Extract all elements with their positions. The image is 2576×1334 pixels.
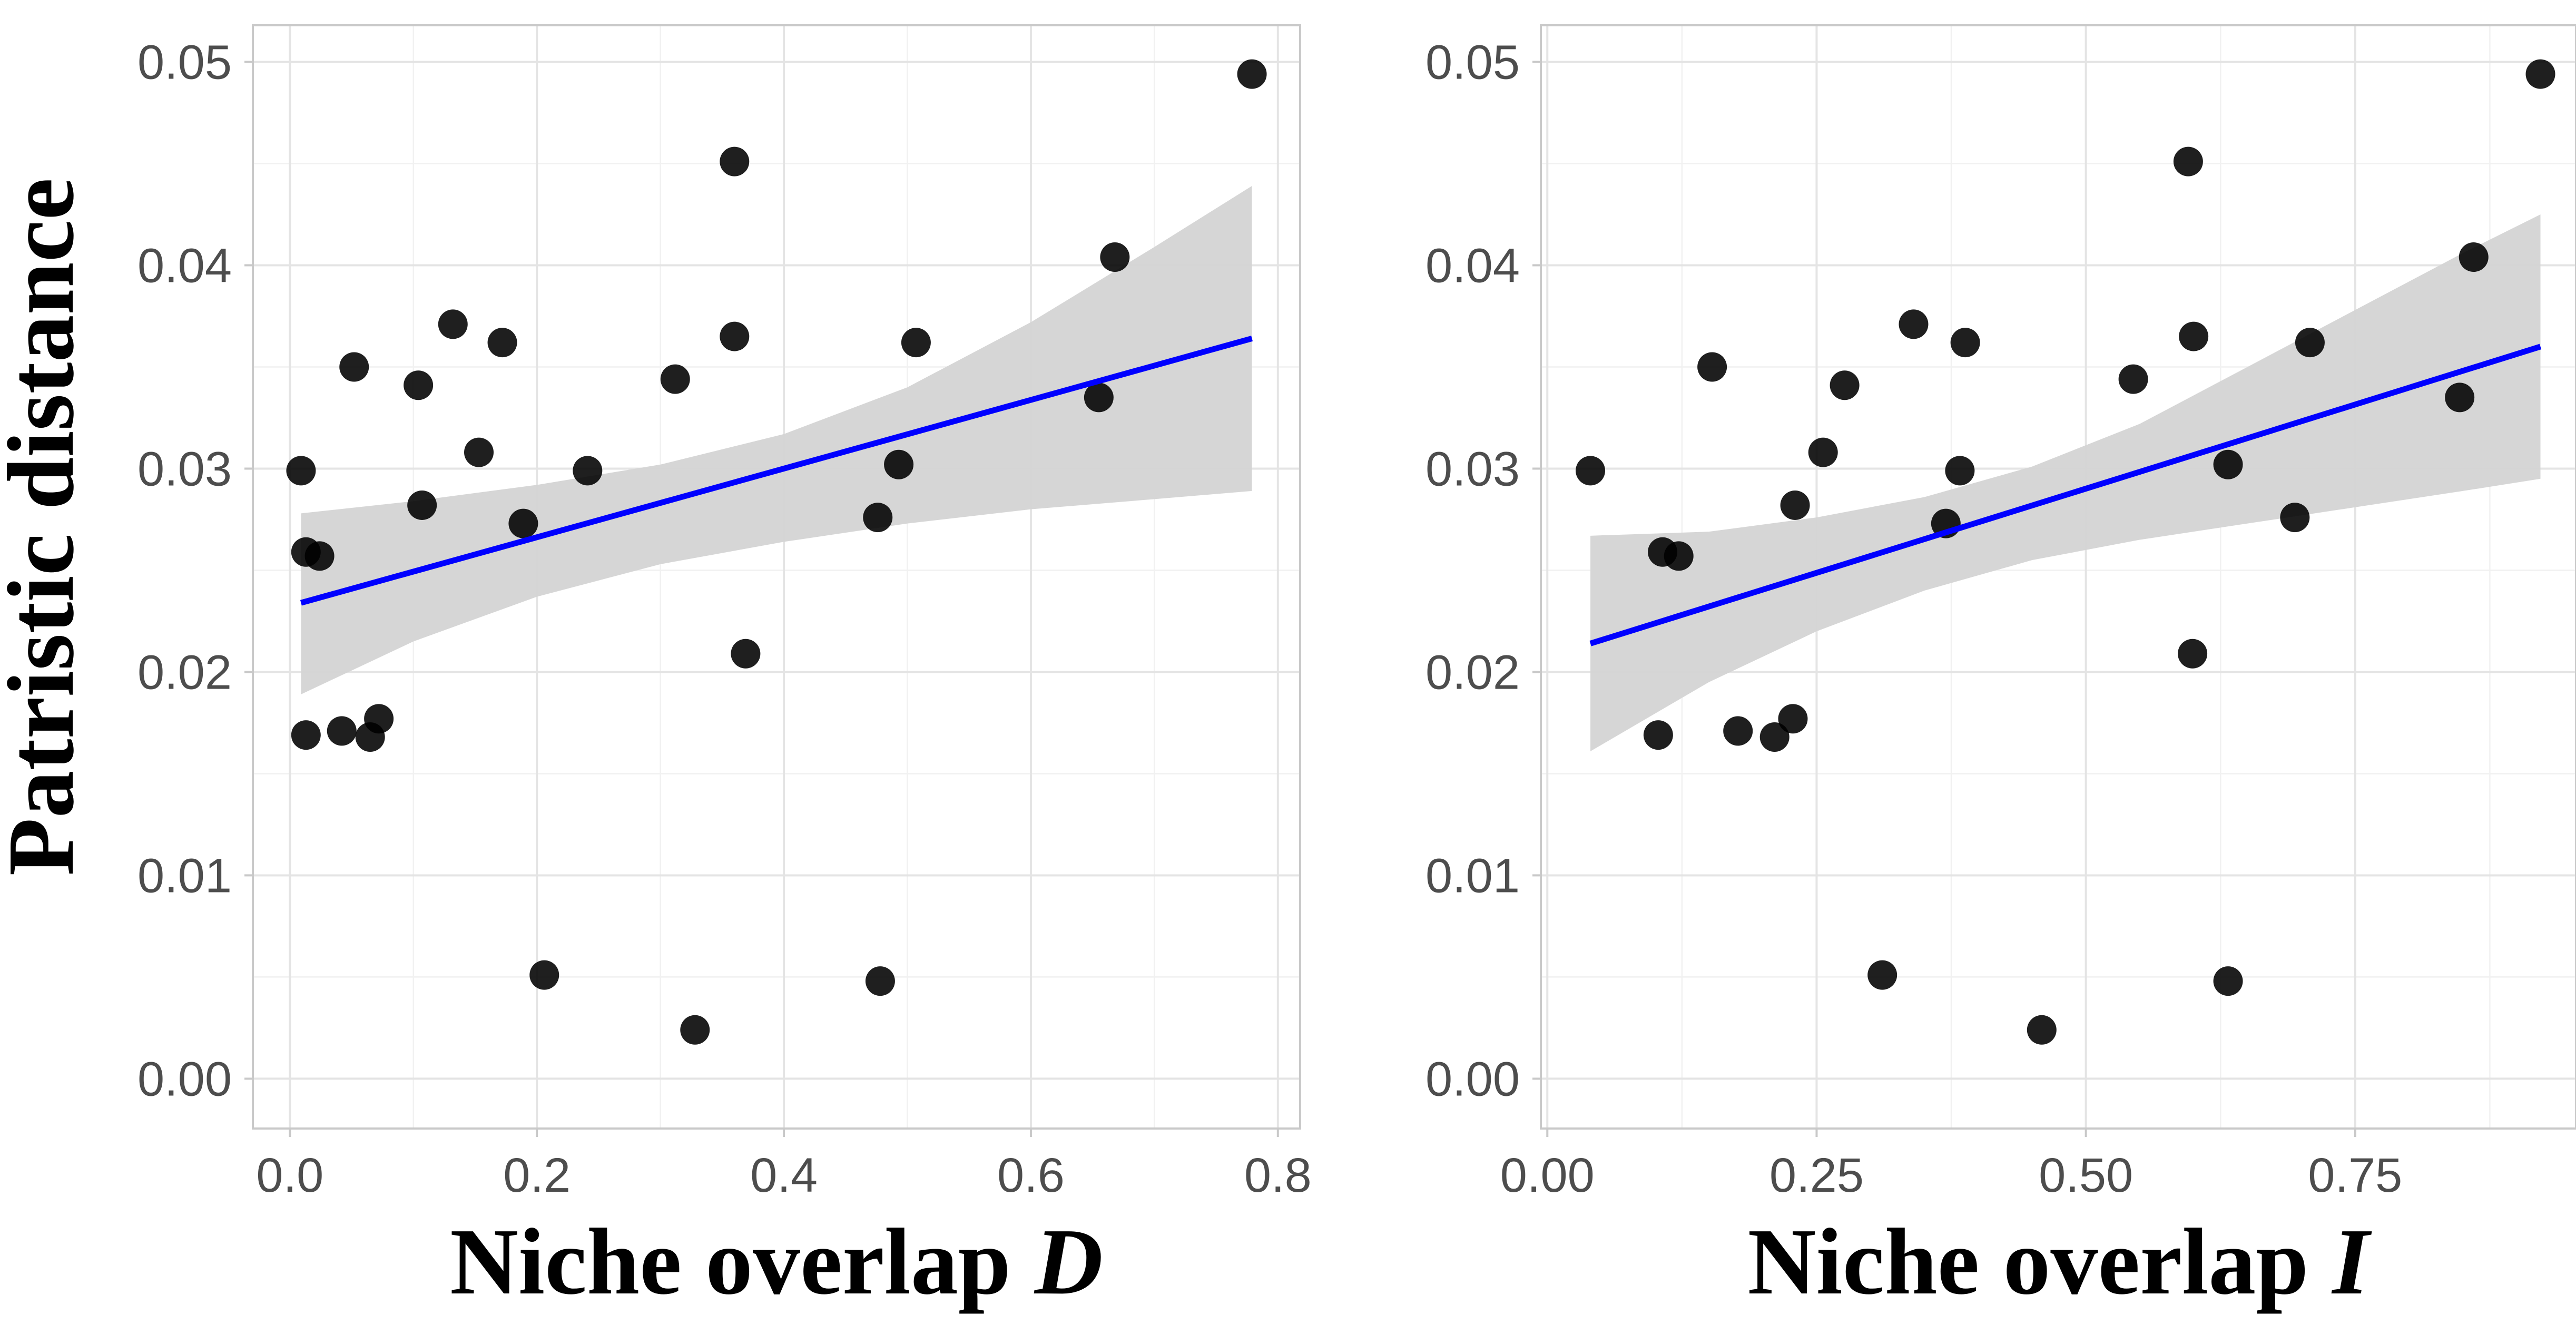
x-tick-label: 0.8 (1244, 1149, 1312, 1202)
data-point (2525, 59, 2555, 89)
y-tick-label: 0.02 (137, 645, 232, 699)
y-tick-label: 0.00 (1425, 1052, 1520, 1106)
data-point (1697, 352, 1727, 382)
data-point (1723, 716, 1753, 746)
y-axis-title: Patristic distance (0, 178, 93, 876)
data-point (2459, 242, 2489, 272)
data-point (1778, 704, 1808, 734)
data-point (2027, 1015, 2057, 1045)
panel-border-right (1540, 24, 2576, 1130)
data-point (286, 456, 316, 486)
y-tick-label: 0.00 (137, 1052, 232, 1106)
data-point (1780, 490, 1810, 520)
y-tick-label: 0.01 (1425, 849, 1520, 903)
data-point (364, 704, 394, 734)
x-axis-title-variable: I (2331, 1209, 2372, 1314)
data-point (1945, 456, 1975, 486)
panel-left: 0.00 0.01 0.02 0.03 0.04 0.05 0.0 0.2 0.4 0.6 0.8 N… (137, 24, 1312, 1314)
data-point (2178, 639, 2208, 669)
panel-right: 0.00 0.01 0.02 0.03 0.04 0.05 0.00 0.25 0.50 0.75… (1425, 24, 2576, 1314)
x-axis-title-variable: D (1034, 1209, 1103, 1314)
y-tick-label: 0.04 (137, 239, 232, 292)
x-tick-label: 0.4 (750, 1149, 818, 1202)
x-axis-title-text: Niche overlap (450, 1209, 1035, 1314)
y-tick-label: 0.04 (1425, 239, 1520, 292)
data-point (508, 508, 538, 538)
data-point (731, 639, 761, 669)
regression-line-left (300, 336, 1253, 606)
data-point (327, 716, 357, 746)
data-point (1237, 59, 1267, 89)
data-point (660, 364, 690, 394)
y-tick-label: 0.02 (1425, 645, 1520, 699)
x-tick-label: 0.6 (997, 1149, 1065, 1202)
x-axis-title-left: Niche overlap D (450, 1209, 1103, 1314)
data-point (720, 321, 750, 351)
data-point (865, 966, 895, 996)
data-point (1576, 456, 1606, 486)
data-point (863, 503, 893, 533)
confidence-band-left (301, 185, 1252, 694)
data-point (1664, 541, 1694, 571)
data-point (339, 352, 369, 382)
x-axis-title-text: Niche overlap (1748, 1209, 2333, 1314)
data-point (438, 309, 468, 339)
data-point (2179, 321, 2209, 351)
data-point (1899, 309, 1929, 339)
points-left (286, 59, 1267, 1045)
data-point (291, 720, 321, 750)
data-point (2445, 382, 2475, 413)
data-point (1867, 960, 1897, 990)
data-point (404, 370, 434, 400)
data-point (2173, 146, 2203, 176)
data-point (529, 960, 559, 990)
data-point (2213, 449, 2243, 479)
x-tick-label: 0.2 (503, 1149, 571, 1202)
x-tick-label: 0.50 (2039, 1149, 2133, 1202)
y-tick-label: 0.05 (137, 35, 232, 89)
data-point (1808, 437, 1838, 467)
data-point (2118, 364, 2148, 394)
data-point (2280, 503, 2310, 533)
panel-border-left (252, 24, 1301, 1130)
data-point (487, 328, 517, 358)
x-tick-label: 0.00 (1500, 1149, 1595, 1202)
x-tick-label: 0.75 (2308, 1149, 2402, 1202)
y-tick-label: 0.03 (137, 442, 232, 496)
data-point (2213, 966, 2243, 996)
y-tick-label: 0.01 (137, 849, 232, 903)
data-point (720, 146, 750, 176)
data-point (680, 1015, 710, 1045)
regression-line-right (1589, 344, 2542, 646)
data-point (1759, 722, 1790, 752)
data-point (304, 541, 335, 571)
y-tick-label: 0.05 (1425, 35, 1520, 89)
x-tick-label: 0.0 (256, 1149, 323, 1202)
x-tick-label: 0.25 (1769, 1149, 1864, 1202)
data-point (464, 437, 494, 467)
points-right (1576, 59, 2555, 1045)
data-point (1100, 242, 1130, 272)
data-point (407, 490, 437, 520)
data-point (884, 449, 914, 479)
x-axis-title-right: Niche overlap I (1748, 1209, 2373, 1314)
data-point (1830, 370, 1860, 400)
data-point (573, 456, 603, 486)
data-point (1643, 720, 1673, 750)
data-point (1084, 382, 1114, 413)
data-point (2295, 328, 2325, 358)
data-point (1950, 328, 1980, 358)
data-point (901, 328, 931, 358)
y-tick-label: 0.03 (1425, 442, 1520, 496)
